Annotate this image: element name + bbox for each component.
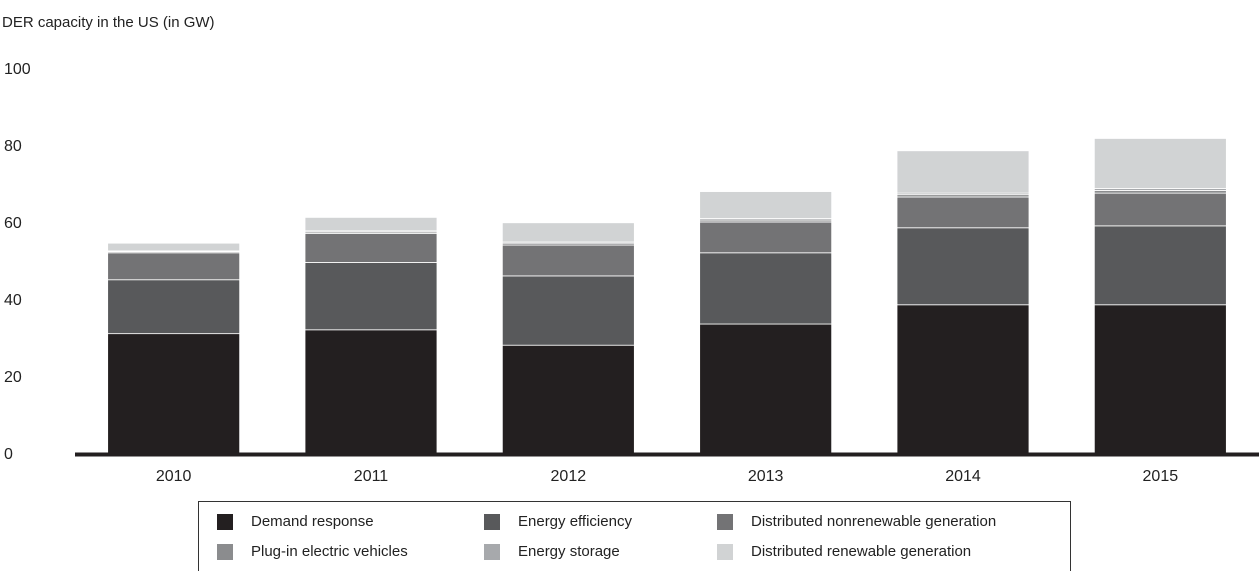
legend-label: Distributed renewable generation [751, 543, 972, 560]
bar-segment [501, 222, 635, 243]
y-axis-title: DER capacity in the US (in GW) [2, 14, 215, 31]
x-tick-label: 2010 [156, 468, 192, 485]
bar-segment [1093, 304, 1227, 454]
bar-segment [896, 304, 1030, 454]
legend: Demand response Energy efficiency Distribu… [198, 501, 1071, 571]
x-tick-label: 2014 [945, 468, 981, 485]
bar-segment [896, 150, 1030, 194]
legend-swatch [717, 513, 733, 530]
bar-segment [699, 252, 833, 325]
legend-label: Plug-in electric vehicles [251, 543, 408, 560]
y-tick-label: 0 [4, 446, 13, 463]
y-tick-label: 80 [4, 138, 22, 155]
bar-segment [107, 333, 241, 454]
legend-item: Distributed nonrenewable generation [717, 513, 996, 530]
bar-segment [304, 233, 438, 263]
bar-segment [1093, 190, 1227, 194]
y-tick-label: 60 [4, 215, 22, 232]
legend-swatch [484, 543, 500, 560]
bar-segment [896, 227, 1030, 306]
legend-label: Demand response [251, 513, 374, 530]
bar-segment [304, 329, 438, 454]
bar-segment [896, 196, 1030, 229]
legend-item: Energy storage [484, 543, 620, 560]
x-tick-label: 2012 [551, 468, 587, 485]
legend-item: Distributed renewable generation [717, 543, 971, 560]
legend-label: Distributed nonrenewable generation [751, 513, 997, 530]
bar-segment [1093, 225, 1227, 306]
bar-segment [304, 216, 438, 232]
y-tick-label: 40 [4, 292, 22, 309]
legend-item: Energy efficiency [484, 513, 632, 530]
legend-swatch [484, 513, 500, 530]
bar-segment [107, 242, 241, 252]
y-tick-label: 20 [4, 369, 22, 386]
stacked-bar-chart: 0 20 40 60 80 100 2010 2011 2012 2013 2014 2015 [4, 61, 1259, 485]
bar-segment [107, 252, 241, 281]
bar-segment [501, 244, 635, 277]
bar-segment [699, 221, 833, 254]
bar-segment [304, 262, 438, 331]
x-tick-label: 2013 [748, 468, 784, 485]
legend-swatch [717, 543, 733, 560]
bar-segment [699, 191, 833, 219]
x-tick-label: 2015 [1143, 468, 1179, 485]
bar-segment [107, 279, 241, 335]
bar-segment [1093, 138, 1227, 189]
y-tick-label: 100 [4, 61, 31, 78]
legend-label: Energy efficiency [518, 513, 632, 530]
bar-segment [699, 323, 833, 454]
bar-segment [501, 275, 635, 346]
legend-swatch [217, 513, 233, 530]
x-tick-label: 2011 [354, 468, 389, 485]
legend-item: Demand response [217, 513, 374, 530]
legend-item: Plug-in electric vehicles [217, 543, 408, 560]
legend-label: Energy storage [518, 543, 620, 560]
legend-swatch [217, 543, 233, 560]
bar-segment [1093, 192, 1227, 227]
bar-segment [501, 344, 635, 454]
